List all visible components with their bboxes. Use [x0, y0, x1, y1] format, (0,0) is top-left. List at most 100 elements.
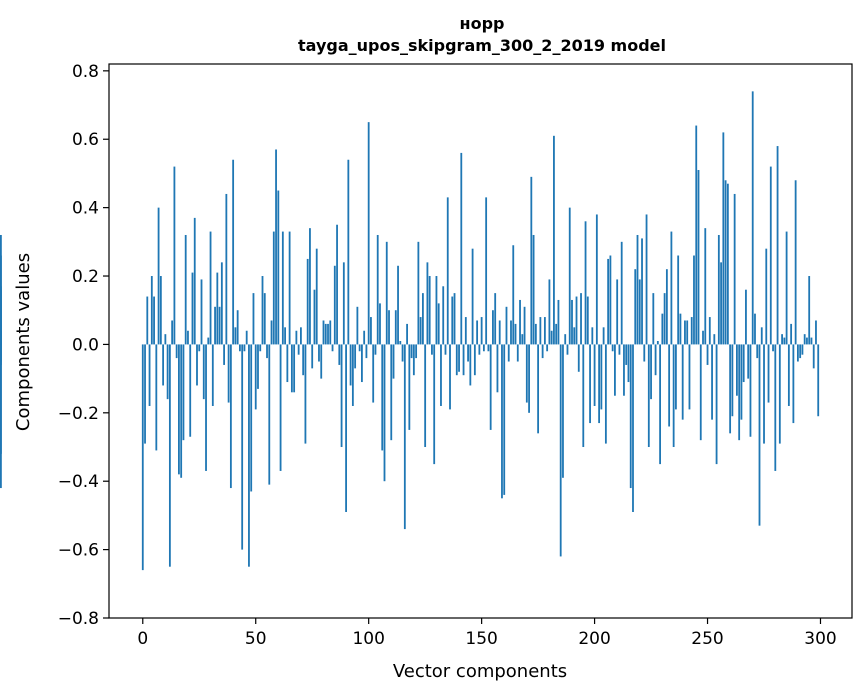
bar: [534, 323, 537, 345]
bar: [426, 262, 429, 345]
bar: [616, 279, 619, 345]
bar: [760, 327, 763, 345]
bar: [410, 344, 413, 359]
bar: [232, 159, 235, 345]
bar: [268, 344, 271, 485]
bar: [634, 269, 637, 345]
bar: [367, 122, 370, 345]
bar: [776, 146, 779, 345]
bar: [279, 344, 282, 471]
bar: [347, 159, 350, 345]
bar: [471, 248, 474, 345]
bar: [277, 190, 280, 345]
bar: [742, 344, 745, 383]
bar: [724, 180, 727, 345]
bar: [250, 344, 253, 492]
bar: [374, 344, 377, 355]
bar: [381, 344, 384, 451]
bar: [168, 344, 171, 567]
bar: [293, 344, 296, 393]
bar: [148, 344, 151, 406]
bar: [747, 344, 750, 379]
bar: [740, 344, 743, 420]
bar: [675, 344, 677, 410]
bar: [340, 344, 343, 448]
bar: [315, 248, 318, 345]
bar: [647, 344, 650, 448]
bar: [611, 344, 614, 352]
bar: [815, 320, 817, 345]
bar: [198, 344, 201, 352]
bar: [376, 234, 379, 345]
bar: [379, 303, 381, 345]
bar: [607, 258, 610, 345]
bar: [243, 344, 246, 352]
bar: [383, 344, 386, 482]
x-tick-label: 250: [691, 629, 723, 649]
bar: [582, 344, 585, 448]
bar: [620, 241, 623, 345]
bar: [505, 306, 508, 345]
bar: [629, 344, 632, 489]
bar: [654, 344, 657, 376]
bar: [672, 344, 675, 448]
bar: [164, 334, 167, 345]
bar: [482, 344, 485, 352]
x-tick-label: 0: [137, 629, 148, 649]
bar: [182, 344, 185, 441]
bar: [774, 344, 777, 471]
bar: [690, 317, 693, 345]
bar: [406, 323, 408, 345]
bar: [0, 344, 2, 365]
bar: [0, 344, 2, 454]
bar: [356, 306, 359, 345]
chart-title: нopp: [460, 14, 505, 33]
bar: [178, 344, 180, 475]
bar: [385, 241, 388, 345]
bar: [202, 344, 205, 400]
y-tick-label: 0.0: [72, 335, 99, 355]
y-tick-label: −0.4: [58, 472, 99, 492]
bar: [717, 234, 720, 345]
bar: [453, 293, 456, 345]
bar: [141, 344, 144, 571]
bar: [444, 344, 447, 355]
bar: [575, 296, 578, 345]
bars-group: [0, 91, 820, 571]
bar: [370, 317, 372, 345]
bar: [297, 344, 300, 355]
bar: [763, 344, 765, 444]
bar: [681, 344, 684, 420]
bar: [643, 344, 646, 362]
bar: [458, 344, 460, 372]
bar: [336, 224, 338, 345]
bar: [254, 344, 257, 410]
bar: [469, 344, 472, 386]
bar: [548, 279, 551, 345]
bar: [745, 289, 747, 345]
bar: [234, 327, 237, 345]
bar: [550, 330, 553, 345]
bar: [216, 272, 219, 345]
bar: [451, 296, 454, 345]
y-tick-label: 0.8: [72, 62, 99, 82]
bar: [641, 238, 643, 345]
bar: [736, 344, 738, 396]
bar: [756, 344, 759, 359]
bar: [652, 293, 655, 345]
bar: [492, 310, 494, 345]
bar: [365, 344, 368, 359]
bar: [720, 262, 722, 345]
bar: [623, 344, 625, 396]
bar: [803, 334, 806, 345]
bar: [600, 344, 603, 410]
bar: [153, 296, 155, 345]
bar: [361, 344, 363, 383]
bar: [656, 341, 659, 345]
bar: [171, 320, 174, 345]
bar: [702, 330, 704, 345]
bar: [290, 344, 293, 393]
bar: [288, 231, 291, 345]
bar: [401, 344, 404, 362]
